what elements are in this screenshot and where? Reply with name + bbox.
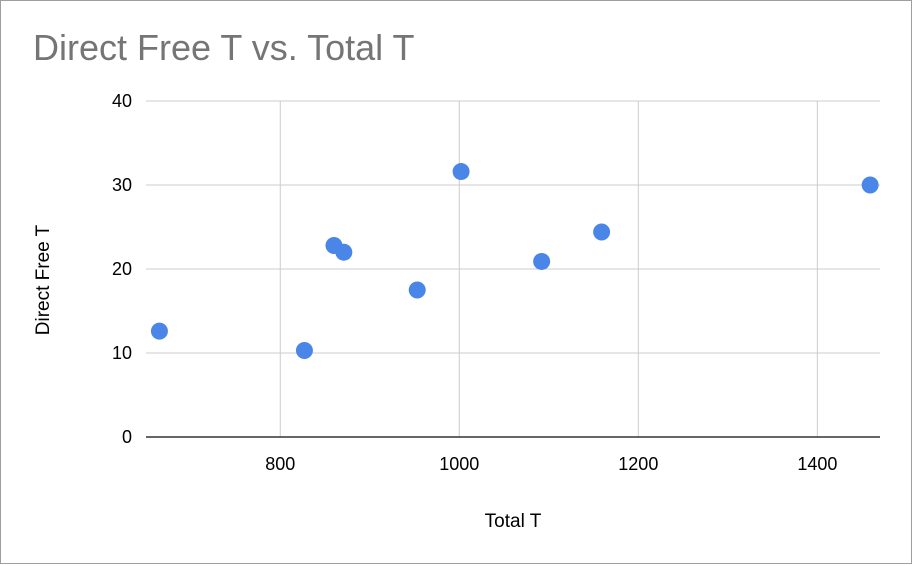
y-tick-label: 40 xyxy=(112,91,132,111)
data-point xyxy=(335,243,353,261)
chart-title: Direct Free T vs. Total T xyxy=(33,27,415,68)
x-tick-label: 800 xyxy=(265,454,295,474)
data-point xyxy=(295,341,313,359)
y-axis-title: Direct Free T xyxy=(33,224,54,335)
data-point xyxy=(533,252,551,270)
data-point xyxy=(593,223,611,241)
y-tick-label: 20 xyxy=(112,259,132,279)
y-tick-label: 0 xyxy=(122,427,132,447)
y-tick-label: 30 xyxy=(112,175,132,195)
x-tick-label: 1400 xyxy=(797,454,837,474)
data-point xyxy=(861,176,879,194)
grid-lines xyxy=(146,100,880,437)
data-point xyxy=(408,281,426,299)
x-tick-label: 1000 xyxy=(439,454,479,474)
y-tick-label: 10 xyxy=(112,343,132,363)
data-points xyxy=(150,163,879,359)
data-point xyxy=(150,322,168,340)
x-tick-label: 1200 xyxy=(618,454,658,474)
tick-labels: 0 10 20 30 40 800 1000 1200 1400 xyxy=(112,91,837,474)
x-axis-title: Total T xyxy=(485,511,542,532)
data-point xyxy=(452,163,470,181)
